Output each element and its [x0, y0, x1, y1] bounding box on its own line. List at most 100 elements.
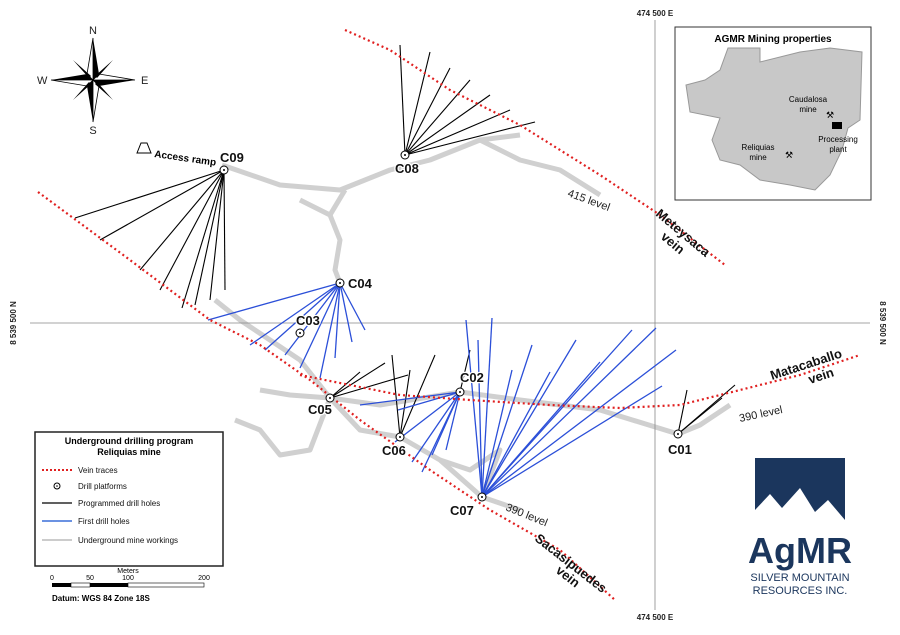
programmed-hole — [404, 67, 451, 156]
platform-dot — [223, 169, 225, 171]
platform-dot — [299, 332, 301, 334]
programmed-hole — [399, 369, 411, 438]
first-hole — [339, 282, 366, 331]
first-hole — [299, 282, 341, 369]
platform-label: C01 — [668, 442, 692, 457]
mine-working — [259, 387, 679, 437]
platform-label: C02 — [460, 370, 484, 385]
programmed-hole — [459, 349, 471, 393]
drill-holes — [74, 44, 736, 498]
programmed-hole — [391, 354, 401, 438]
compass-s: S — [89, 125, 96, 137]
first-hole — [207, 282, 341, 321]
drill-platforms: C09 C08 C04 C03 C05 C06 C02 C07 C01 — [219, 149, 693, 520]
platform-dot — [459, 391, 461, 393]
legend-item: Underground mine workings — [78, 536, 178, 545]
compass-e: E — [141, 75, 148, 87]
first-hole — [481, 329, 633, 498]
platform-dot — [399, 436, 401, 438]
inset-label: mine — [799, 105, 817, 114]
mine-icon: ⚒ — [785, 150, 793, 160]
programmed-hole — [404, 51, 431, 156]
vein-trace — [344, 28, 726, 266]
programmed-hole — [209, 169, 225, 301]
programmed-hole — [181, 169, 225, 309]
platform-dot — [481, 496, 483, 498]
platform-label: C06 — [382, 443, 406, 458]
scale-unit: Meters — [117, 568, 139, 575]
platform-dot — [339, 282, 341, 284]
programmed-hole — [677, 389, 688, 435]
mine-icon: ⚒ — [826, 110, 834, 120]
first-hole — [264, 282, 341, 351]
first-hole — [481, 317, 493, 498]
programmed-hole — [329, 362, 386, 399]
mine-working — [327, 188, 348, 217]
first-hole — [284, 282, 341, 356]
first-hole — [481, 339, 577, 498]
programmed-hole — [99, 169, 225, 241]
programmed-hole — [404, 109, 511, 156]
inset-label: Caudalosa — [789, 95, 828, 104]
programmed-hole — [399, 354, 436, 438]
logo-name: AgMR — [748, 530, 852, 571]
first-hole — [481, 385, 663, 498]
mine-working — [478, 137, 602, 198]
legend-title: Reliquias mine — [97, 447, 161, 457]
platform-label: C08 — [395, 161, 419, 176]
mine-working — [439, 447, 503, 498]
first-hole — [481, 327, 657, 498]
first-hole — [445, 391, 461, 451]
legend-item: Programmed drill holes — [78, 499, 160, 508]
vein-trace — [299, 353, 861, 410]
programmed-hole — [404, 94, 491, 156]
compass-n: N — [89, 25, 97, 37]
programmed-hole — [74, 169, 225, 219]
legend-title: Underground drilling program — [65, 436, 194, 446]
programmed-hole — [404, 79, 471, 156]
compass: N E S W — [37, 25, 148, 137]
programmed-hole — [223, 169, 226, 291]
programmed-hole — [677, 397, 723, 435]
platform-dot — [329, 397, 331, 399]
first-hole — [411, 391, 461, 463]
inset-map: AGMR Mining properties Caudalosa mine Re… — [674, 26, 872, 201]
first-hole — [431, 391, 461, 456]
inset-title: AGMR Mining properties — [714, 34, 832, 45]
scale-tick: 100 — [122, 575, 134, 582]
plant-icon — [832, 122, 842, 129]
first-hole — [481, 349, 677, 498]
programmed-hole — [329, 374, 409, 399]
logo: AgMR SILVER MOUNTAIN RESOURCES INC. — [748, 458, 852, 597]
platform-label: C09 — [220, 150, 244, 165]
platform-label: C04 — [348, 276, 373, 291]
easting-label: 474 500 E — [637, 613, 674, 622]
ramp-icon — [136, 142, 152, 154]
first-hole — [481, 369, 513, 498]
platform-dot — [404, 154, 406, 156]
scale-tick: 0 — [50, 575, 54, 582]
mine-working — [213, 298, 521, 513]
first-hole — [481, 371, 551, 498]
mine-workings — [213, 132, 732, 513]
mine-working — [298, 197, 343, 284]
first-hole — [397, 391, 461, 411]
platform-dot — [677, 433, 679, 435]
legend-item: First drill holes — [78, 517, 130, 526]
scale-tick: 200 — [198, 575, 210, 582]
first-hole — [319, 282, 341, 379]
programmed-hole — [399, 44, 406, 156]
platform-label: C03 — [296, 313, 320, 328]
platform-label: C05 — [308, 402, 332, 417]
programmed-hole — [194, 169, 225, 306]
first-hole — [359, 391, 461, 406]
programmed-hole — [139, 169, 225, 271]
platform-label: C07 — [450, 503, 474, 518]
first-hole — [249, 282, 341, 346]
legend-item: Vein traces — [78, 466, 118, 475]
legend: Underground drilling program Reliquias m… — [34, 431, 224, 567]
northing-label: 8 539 500 N — [878, 301, 887, 345]
legend-item: Drill platforms — [78, 482, 127, 491]
easting-label: 474 500 E — [637, 9, 674, 18]
